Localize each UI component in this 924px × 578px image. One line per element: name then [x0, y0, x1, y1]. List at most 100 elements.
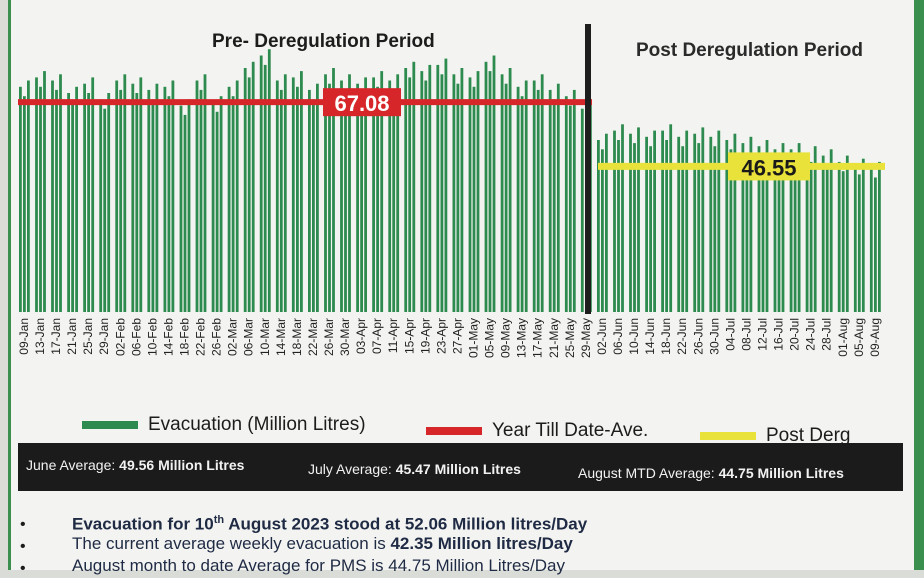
evacuation-bar: [504, 83, 508, 312]
x-tick-label: 18-Feb: [178, 318, 192, 356]
evacuation-bar: [436, 64, 440, 313]
x-tick-label: 04-Jul: [723, 318, 737, 351]
evacuation-bar: [597, 140, 600, 312]
x-tick-label: 29-Jan: [97, 318, 111, 355]
x-tick-label: 13-May: [515, 318, 529, 358]
evacuation-bar: [51, 80, 54, 312]
x-tick-label: 02-Jun: [595, 318, 609, 355]
legend-ytd: Year Till Date-Ave.: [426, 420, 648, 442]
evacuation-bar: [316, 83, 319, 312]
evacuation-bar: [199, 89, 203, 313]
post-value-label: 46.55: [741, 155, 796, 180]
evacuation-bar: [841, 171, 845, 312]
evacuation-bar: [725, 140, 729, 312]
x-tick-label: 13-Jan: [33, 318, 47, 355]
evacuation-bar: [605, 133, 608, 312]
evacuation-bar: [653, 130, 656, 312]
evacuation-bar: [520, 96, 524, 312]
evacuation-bar: [484, 61, 488, 312]
legend-label-evacuation: Evacuation (Million Litres): [148, 414, 366, 435]
legend-swatch-evacuation: [82, 421, 138, 429]
x-tick-label: 14-Jun: [643, 318, 657, 355]
evacuation-bar: [179, 105, 183, 312]
evacuation-bar: [556, 83, 560, 312]
evacuation-bar: [777, 158, 781, 312]
june-average: June Average: 49.56 Million Litres: [26, 457, 244, 473]
evacuation-bar: [781, 143, 785, 312]
evacuation-bar: [488, 71, 492, 312]
evacuation-bar: [444, 58, 448, 312]
evacuation-bar: [645, 136, 648, 312]
evacuation-bar: [649, 146, 652, 312]
x-tick-label: 01-May: [467, 318, 481, 358]
evacuation-bar: [308, 89, 311, 313]
evacuation-bar: [797, 143, 801, 312]
evacuation-bar: [420, 71, 424, 312]
evacuation-bar: [99, 99, 103, 312]
evacuation-bar: [765, 140, 769, 312]
evacuation-bar: [693, 133, 697, 312]
x-tick-label: 22-Mar: [306, 318, 320, 356]
evacuation-bar: [71, 102, 74, 313]
evacuation-bar: [247, 77, 251, 313]
evacuation-bar: [793, 158, 797, 312]
evacuation-bar: [681, 146, 685, 312]
x-tick-label: 26-Mar: [322, 318, 336, 356]
legend-post: Post Derg: [700, 425, 850, 447]
evacuation-bar: [456, 83, 460, 312]
x-tick-label: 06-Mar: [242, 318, 256, 356]
x-tick-label: 21-May: [547, 318, 561, 358]
evacuation-bar: [151, 99, 155, 312]
evacuation-bar: [43, 71, 46, 312]
evacuation-bar: [617, 140, 620, 312]
evacuation-bar: [115, 80, 119, 312]
evacuation-bar: [360, 93, 363, 312]
x-tick-label: 12-Jul: [756, 318, 770, 351]
evacuation-bar: [396, 74, 400, 312]
evacuation-bar: [163, 86, 167, 312]
evacuation-bar: [825, 165, 829, 312]
evacuation-bar: [404, 68, 408, 312]
evacuation-bar: [857, 174, 861, 312]
evacuation-bar: [853, 165, 857, 312]
ytd-value-label: 67.08: [334, 91, 389, 116]
x-tick-label: 09-Aug: [868, 318, 882, 357]
note-2-text-a: The current average weekly evacuation is: [72, 534, 391, 553]
evacuation-bar: [103, 108, 107, 312]
evacuation-bar: [669, 124, 673, 312]
evacuation-bar: [131, 83, 135, 312]
june-average-label: June Average:: [26, 457, 120, 473]
august-mtd-average: August MTD Average: 44.75 Million Litres: [578, 465, 844, 481]
evacuation-bar: [135, 93, 139, 312]
evacuation-bar: [195, 80, 199, 312]
evacuation-bar: [837, 161, 841, 312]
evacuation-bar: [263, 64, 267, 313]
evacuation-bar: [564, 96, 568, 312]
evacuation-bar: [568, 105, 572, 312]
evacuation-bar: [139, 77, 143, 313]
evacuation-bar: [869, 168, 873, 312]
evacuation-bar: [59, 74, 62, 312]
evacuation-bar: [613, 130, 616, 312]
evacuation-bar: [729, 149, 733, 312]
note-1-text-b: August 2023 stood at 52.06 Million litre…: [224, 514, 588, 534]
evacuation-bar: [340, 80, 343, 312]
evacuation-bar: [440, 74, 444, 312]
evacuation-bar: [75, 86, 78, 312]
evacuation-bar: [540, 74, 544, 312]
x-tick-label: 30-Mar: [338, 318, 352, 356]
x-tick-label: 17-Jan: [49, 318, 63, 355]
evacuation-bar: [171, 80, 175, 312]
evacuation-bar: [67, 93, 70, 312]
evacuation-bar: [243, 68, 247, 312]
x-tick-label: 03-Apr: [354, 318, 368, 354]
evacuation-bar: [267, 49, 271, 312]
evacuation-bar: [472, 86, 476, 312]
note-1-sup: th: [213, 514, 225, 526]
x-tick-label: 28-Jul: [820, 318, 834, 351]
x-tick-label: 10-Jun: [627, 318, 641, 355]
page-edge: [914, 0, 924, 570]
bullet-3: •: [20, 560, 26, 577]
x-tick-label: 21-Jan: [65, 318, 79, 355]
evacuation-bar: [424, 80, 428, 312]
